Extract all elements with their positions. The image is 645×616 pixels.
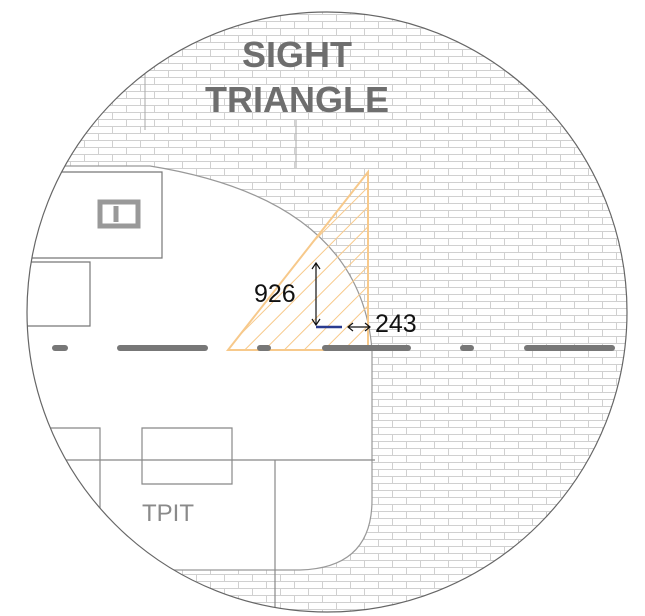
sight-triangle-diagram: SIGHT TRIANGLE 926 243 TPIT [0, 0, 645, 616]
title: SIGHT [242, 34, 352, 75]
area-label: TPIT [142, 500, 194, 527]
dimension-label: 243 [375, 310, 417, 338]
title: TRIANGLE [205, 79, 389, 120]
dimension-label: 926 [254, 280, 296, 308]
